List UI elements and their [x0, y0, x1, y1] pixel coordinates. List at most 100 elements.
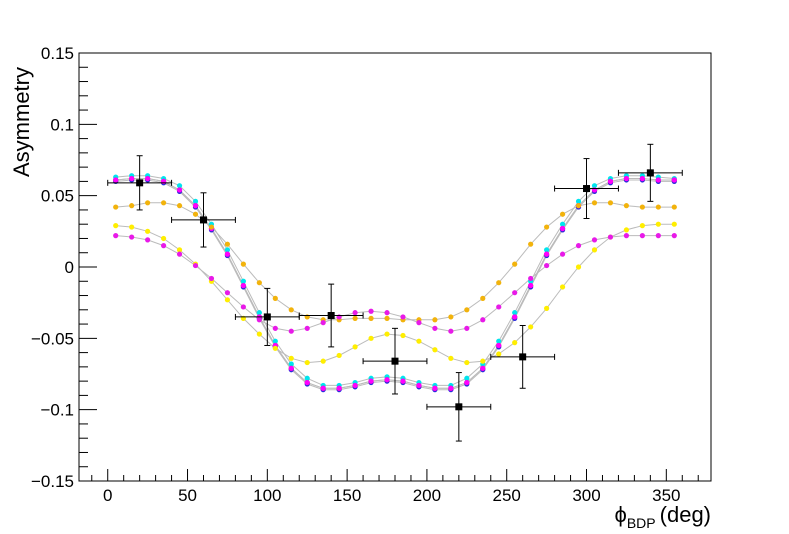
y-tick-label: −0.15 — [31, 472, 74, 491]
model-point — [208, 224, 215, 230]
model-point — [272, 338, 278, 344]
model-point — [559, 221, 566, 227]
model-point — [272, 345, 278, 351]
model-point — [512, 261, 518, 267]
model-point — [113, 233, 119, 239]
data-point — [136, 179, 144, 187]
model-point — [288, 361, 294, 367]
model-point — [623, 227, 630, 233]
y-axis-ticks: 0.15 0.1 0.05 0 −0.05 −0.1 −0.15 — [31, 44, 97, 491]
model-point — [113, 177, 119, 183]
model-point — [272, 295, 278, 301]
model-point — [384, 331, 390, 337]
model-point — [304, 375, 310, 381]
model-point — [496, 351, 502, 357]
model-point — [607, 234, 614, 240]
model-point — [464, 307, 470, 313]
model-point — [129, 224, 135, 230]
model-point — [240, 278, 246, 284]
model-point — [432, 385, 438, 391]
model-curve — [115, 202, 675, 321]
model-point — [256, 317, 262, 323]
model-point — [448, 328, 454, 334]
x-axis-symbol: ϕ — [615, 502, 627, 527]
model-point — [352, 315, 358, 321]
x-tick-label: 0 — [103, 486, 112, 505]
model-point — [256, 331, 262, 337]
model-point — [512, 340, 518, 346]
model-point — [559, 251, 566, 257]
model-point — [655, 221, 661, 227]
model-point — [591, 237, 598, 243]
x-tick-label: 250 — [493, 486, 521, 505]
x-tick-label: 150 — [333, 486, 361, 505]
model-point — [432, 325, 438, 331]
model-point — [607, 178, 614, 184]
model-point — [464, 379, 470, 386]
model-point — [480, 317, 486, 323]
model-point — [671, 177, 677, 183]
y-tick-label: 0.05 — [41, 187, 74, 206]
model-point — [575, 198, 582, 204]
model-point — [224, 290, 231, 296]
model-point — [528, 282, 534, 289]
model-point — [336, 352, 342, 359]
model-point — [368, 315, 374, 321]
model-point — [448, 385, 454, 391]
x-tick-label: 350 — [652, 486, 680, 505]
model-point — [208, 275, 215, 282]
data-point — [646, 169, 654, 177]
model-point — [256, 310, 262, 316]
model-point — [623, 233, 630, 239]
model-point — [145, 228, 151, 234]
data-point — [391, 357, 399, 365]
model-point — [623, 203, 630, 209]
model-point — [352, 382, 358, 389]
model-point — [607, 200, 614, 206]
model-point — [384, 315, 390, 321]
model-point — [512, 290, 518, 296]
measured-points — [107, 143, 683, 442]
model-point — [352, 344, 358, 350]
model-point — [671, 221, 677, 227]
model-point — [145, 237, 151, 243]
data-point — [327, 312, 335, 320]
model-point — [464, 375, 470, 381]
model-point — [671, 233, 677, 239]
x-axis-unit: (deg) — [660, 502, 711, 527]
model-point — [480, 358, 486, 364]
model-point — [416, 382, 422, 389]
model-point — [192, 211, 199, 217]
model-point — [480, 295, 486, 301]
model-point — [304, 325, 310, 331]
model-point — [559, 211, 566, 217]
model-point — [655, 177, 661, 183]
model-point — [224, 241, 231, 247]
model-point — [304, 359, 310, 366]
model-point — [400, 332, 406, 339]
model-point — [544, 224, 550, 230]
model-point — [129, 175, 135, 182]
model-point — [528, 241, 534, 247]
model-point — [496, 304, 502, 310]
model-point — [575, 203, 582, 209]
data-point — [199, 216, 207, 224]
model-point — [320, 320, 326, 326]
x-axis-subscript: BDP — [627, 515, 656, 531]
data-point — [519, 353, 527, 361]
model-point — [544, 262, 550, 269]
model-point — [160, 243, 167, 249]
model-point — [288, 328, 294, 334]
model-point — [304, 379, 310, 386]
model-point — [559, 225, 566, 232]
model-point — [368, 335, 374, 341]
model-point — [639, 233, 645, 239]
model-point — [448, 314, 454, 320]
model-point — [160, 235, 167, 242]
model-point — [384, 310, 390, 316]
x-tick-label: 100 — [253, 486, 281, 505]
model-point — [288, 365, 294, 371]
model-point — [528, 275, 534, 282]
model-point — [639, 204, 645, 210]
